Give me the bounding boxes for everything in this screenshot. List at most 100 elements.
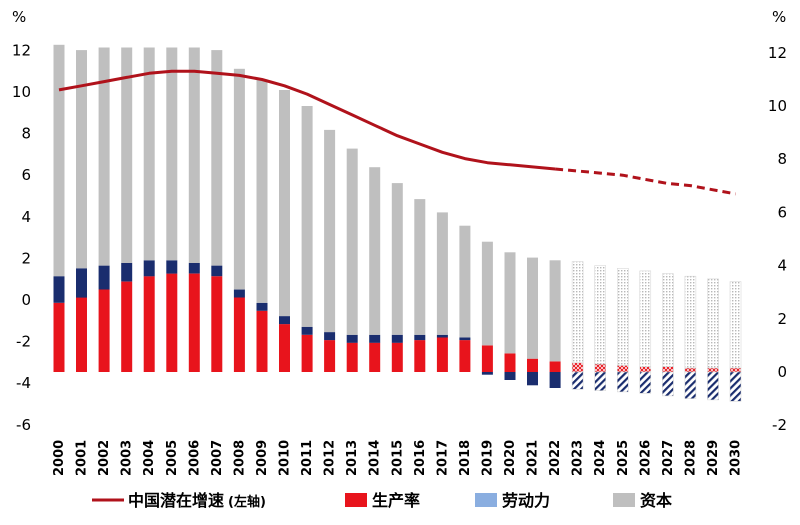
x-tick-label: 2000 (52, 440, 67, 476)
bar-productivity (98, 289, 110, 372)
x-tick-label: 2010 (278, 440, 293, 476)
bar-productivity (391, 342, 403, 372)
bar-capital (166, 47, 178, 261)
bar-capital (684, 275, 697, 369)
bar-labor (504, 372, 516, 380)
bar-labor (279, 316, 290, 325)
x-tick-label: 2008 (232, 440, 247, 476)
bar-labor (481, 372, 493, 375)
bar-labor (369, 334, 381, 343)
bar-productivity (53, 302, 65, 372)
bar-productivity (594, 363, 606, 373)
bar-capital (571, 261, 584, 363)
left-tick-label: 6 (21, 166, 31, 184)
left-tick-label: 2 (21, 249, 31, 267)
bar-labor (166, 260, 178, 274)
x-tick-label: 2015 (390, 440, 405, 476)
legend-item-potential-growth: 中国潜在增速 (左轴) (92, 491, 266, 510)
bar-capital (617, 268, 629, 366)
bar-productivity (121, 281, 133, 372)
bar-productivity (76, 297, 87, 372)
line-potential-growth-forecast (554, 167, 736, 196)
x-tick-label: 2006 (187, 440, 202, 476)
left-tick-label: 8 (21, 125, 31, 143)
right-tick-label: 2 (777, 310, 787, 328)
bar-capital (527, 257, 538, 359)
legend-box-capital (613, 493, 635, 507)
bar-capital (662, 273, 674, 367)
bar-productivity (369, 342, 381, 372)
x-tick-label: 2017 (435, 440, 450, 476)
bar-productivity (459, 340, 471, 372)
legend-box-labor (475, 493, 497, 507)
bar-productivity (436, 337, 448, 372)
bar-labor (571, 371, 584, 390)
bar-labor (301, 326, 313, 335)
bar-labor (98, 265, 110, 290)
bar-capital (369, 167, 381, 335)
right-axis-ticks: -2 0 2 4 6 8 10 12 (768, 44, 787, 434)
bar-labor (391, 334, 403, 343)
line-series (58, 69, 736, 196)
legend-item-capital: 资本 (613, 491, 672, 510)
legend-suffix-left-axis: (左轴) (228, 494, 266, 510)
bar-capital (346, 148, 358, 335)
x-tick-label: 2023 (571, 440, 586, 476)
bar-capital (143, 47, 155, 261)
x-tick-label: 2001 (75, 440, 90, 476)
x-tick-label: 2012 (323, 440, 338, 476)
x-tick-label: 2013 (345, 440, 360, 476)
x-tick-label: 2025 (616, 440, 631, 476)
left-tick-label: -6 (16, 416, 31, 434)
x-tick-label: 2027 (661, 440, 676, 476)
x-tick-label: 2022 (548, 440, 563, 476)
bar-productivity (414, 340, 426, 372)
bar-capital (279, 90, 290, 317)
x-tick-label: 2021 (526, 440, 541, 476)
right-tick-label: -2 (772, 416, 787, 434)
bar-capital (53, 44, 65, 277)
bar-capital (76, 50, 87, 269)
bar-labor (53, 276, 65, 303)
bar-capital (594, 265, 606, 365)
bar-productivity (324, 340, 336, 372)
bar-series (53, 44, 742, 402)
bar-productivity (256, 310, 268, 372)
bar-labor (188, 262, 200, 274)
bar-productivity (301, 334, 313, 372)
bar-labor (549, 372, 561, 388)
bar-productivity (684, 367, 697, 373)
bar-labor (233, 289, 245, 298)
left-axis-ticks: -6 -4 -2 0 2 4 6 8 10 12 (12, 41, 31, 433)
bar-productivity (549, 361, 561, 372)
bar-labor (414, 334, 426, 341)
bar-labor (617, 371, 629, 393)
bar-labor (211, 265, 223, 277)
bar-labor (256, 302, 268, 311)
bar-productivity (211, 276, 223, 372)
bar-productivity (233, 297, 245, 372)
legend-item-labor: 劳动力 (475, 491, 550, 510)
left-tick-label: -4 (16, 374, 31, 392)
x-tick-label: 2011 (300, 440, 315, 476)
x-axis-ticks: 2000 2001 2002 2003 2004 2005 2006 2007 2008 2009… (52, 440, 744, 476)
legend: 中国潜在增速 (左轴) 生产率 劳动力 资本 (92, 491, 672, 510)
bar-capital (504, 252, 516, 354)
bar-capital (729, 281, 742, 369)
left-tick-label: 10 (12, 83, 31, 101)
right-tick-label: 12 (768, 44, 787, 62)
bar-capital (233, 68, 245, 290)
bar-capital (707, 278, 719, 369)
bar-labor (76, 268, 87, 298)
bar-productivity (729, 367, 742, 373)
x-tick-label: 2024 (593, 440, 608, 476)
legend-label-potential-growth: 中国潜在增速 (128, 491, 224, 510)
left-tick-label: -2 (16, 333, 31, 351)
bar-productivity (707, 367, 719, 373)
right-axis-unit: % (772, 8, 786, 26)
bar-capital (301, 106, 313, 327)
bar-labor (662, 371, 674, 397)
right-tick-label: 8 (777, 150, 787, 168)
